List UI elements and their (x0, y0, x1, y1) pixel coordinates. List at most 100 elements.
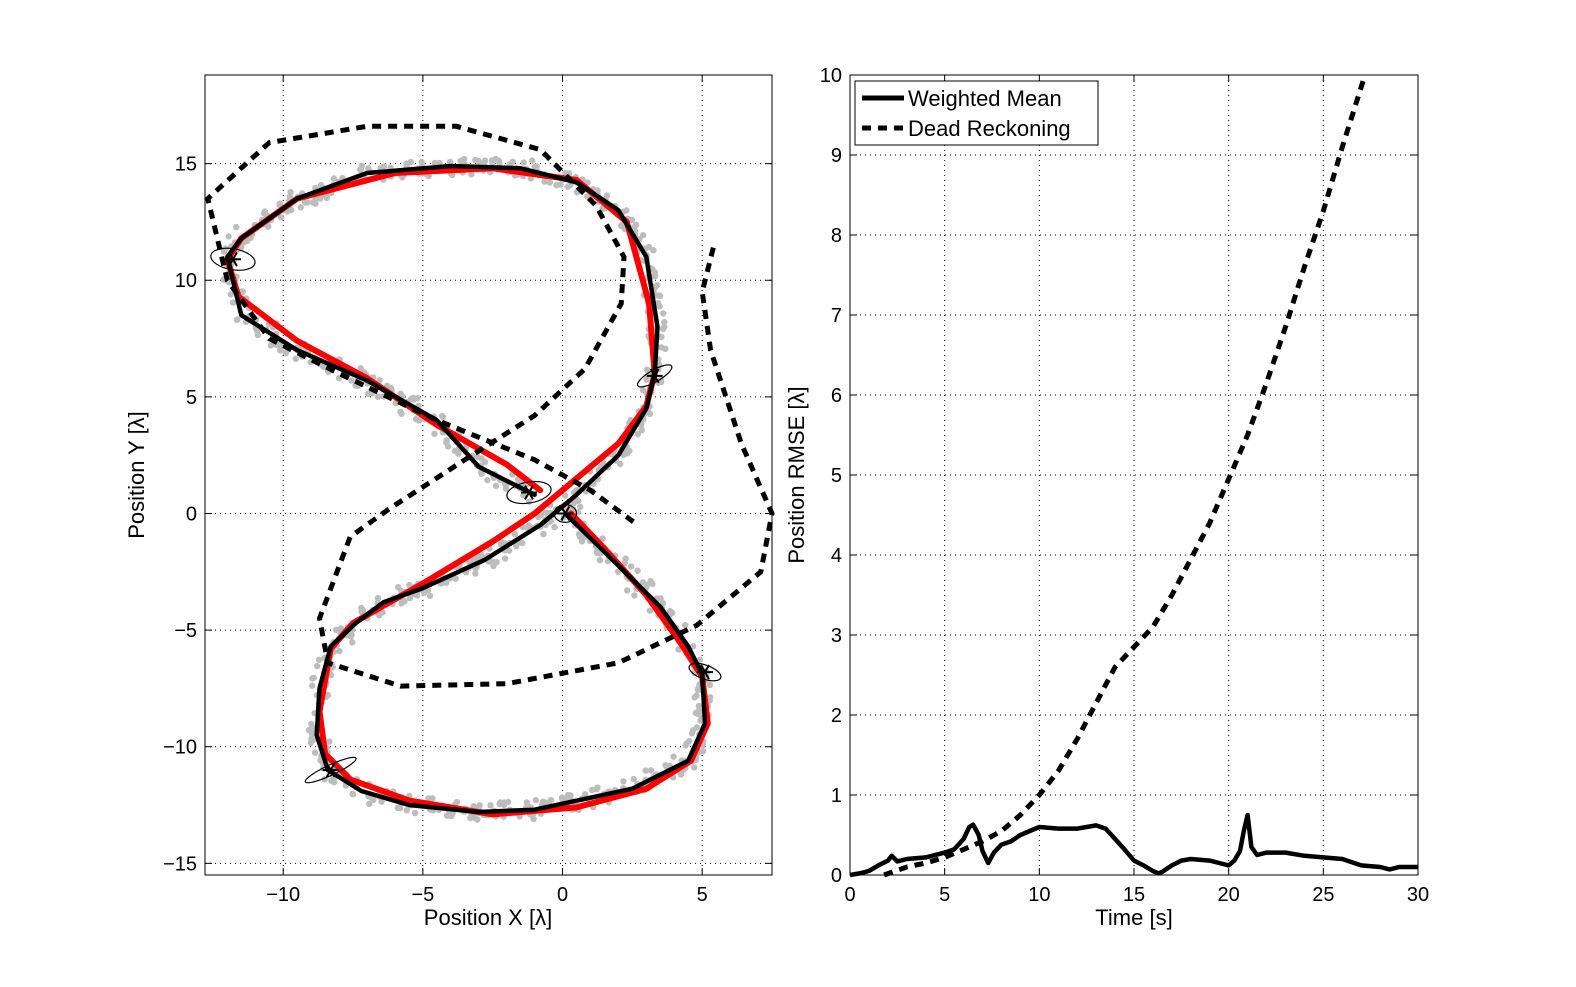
particle-point (623, 587, 631, 594)
particle-point (632, 221, 640, 228)
particle-point (277, 214, 285, 221)
uncertainty-ellipse-marker (506, 480, 552, 505)
particle-point (415, 417, 423, 424)
rmse-y-tick-label: 7 (831, 305, 842, 327)
particle-point (348, 631, 355, 638)
particle-point (647, 767, 655, 774)
rmse-y-tick-label: 3 (831, 625, 842, 647)
particle-point (309, 682, 316, 689)
rmse-x-tick-label: 0 (844, 884, 855, 906)
trajectory-y-tick-label: −10 (163, 737, 197, 759)
particle-point (443, 437, 450, 444)
particle-point (326, 738, 333, 745)
particle-point (497, 541, 504, 548)
particle-point (546, 179, 553, 186)
particle-point (631, 592, 638, 599)
particle-point (308, 720, 315, 728)
particle-point (261, 208, 269, 215)
particle-point (380, 163, 388, 170)
particle-point (220, 248, 228, 255)
particle-point (646, 607, 654, 614)
particle-point (541, 178, 548, 185)
particle-point (659, 325, 667, 333)
particle-point (476, 802, 483, 809)
particle-point (225, 233, 232, 240)
particle-point (650, 273, 657, 280)
particle-point (660, 310, 667, 317)
particle-point (310, 674, 317, 682)
particle-point (357, 166, 364, 173)
particle-point (320, 363, 327, 370)
particle-point (366, 800, 373, 807)
particle-point (695, 710, 702, 717)
particle-point (575, 531, 583, 538)
particle-point (656, 292, 664, 300)
particle-point (693, 724, 701, 731)
particle-point (315, 656, 323, 663)
trajectory-plot: −10 −5 0 5 −15 −10 −5 0 5 10 15 Position X [λ] Pos… (124, 74, 775, 930)
asterisk-marker-stroke (228, 251, 238, 267)
particle-point (472, 570, 479, 577)
trajectory-x-tick-label: 0 (557, 884, 568, 906)
particle-point (496, 160, 503, 167)
particle-point (695, 702, 703, 710)
rmse-y-tick-label: 0 (831, 865, 842, 887)
particle-point (314, 662, 321, 670)
particle-point (397, 408, 404, 415)
particle-point (639, 386, 646, 394)
particle-point (444, 443, 452, 450)
particle-point (685, 737, 693, 745)
particle-point (418, 158, 425, 166)
particle-point (234, 316, 241, 323)
particle-point (374, 393, 382, 400)
particle-point (324, 691, 332, 699)
particle-point (627, 563, 635, 570)
particle-point (596, 557, 604, 564)
particle-point (594, 784, 601, 791)
particle-point (639, 232, 647, 239)
particle-point (309, 730, 316, 737)
particle-point (529, 157, 536, 164)
particle-point (603, 192, 611, 199)
rmse-x-tick-label: 25 (1312, 884, 1334, 906)
particle-point (706, 681, 714, 689)
particle-point (288, 206, 295, 214)
particle-point (588, 786, 596, 794)
rmse-y-tick-label: 10 (820, 65, 842, 87)
particle-point (484, 476, 491, 484)
uncertainty-ellipse (506, 480, 552, 505)
particle-point (691, 764, 698, 771)
uncertainty-ellipse-marker (210, 247, 256, 271)
rmse-x-tick-label: 5 (939, 884, 950, 906)
rmse-y-axis-label: Position RMSE [λ] (784, 386, 809, 563)
particle-point (662, 345, 669, 352)
particle-point (675, 646, 682, 653)
particle-point (650, 247, 657, 254)
particle-point (365, 390, 372, 397)
trajectory-x-tick-label: −10 (266, 884, 300, 906)
particle-point (398, 600, 405, 607)
particle-point (349, 790, 356, 797)
rmse-y-tick-label: 1 (831, 785, 842, 807)
particle-point (407, 396, 415, 403)
particle-point (276, 200, 284, 207)
particle-point (511, 531, 518, 538)
particle-point (431, 430, 438, 437)
particle-point (553, 182, 560, 189)
rmse-x-tick-label: 30 (1407, 884, 1429, 906)
particle-point (403, 807, 410, 814)
rmse-y-tick-label: 2 (831, 705, 842, 727)
particle-point (227, 291, 234, 298)
rmse-plot: 0 5 10 15 20 25 30 0 1 2 3 4 5 6 7 8 9 10 Time [s] Positi… (784, 65, 1429, 930)
particle-point (630, 775, 637, 783)
particle-point (348, 377, 355, 384)
particle-point (488, 157, 496, 164)
particle-point (696, 656, 704, 663)
rmse-y-tick-label: 5 (831, 465, 842, 487)
particle-point (397, 390, 404, 397)
particle-point (540, 798, 547, 805)
particle-point (519, 539, 526, 547)
particle-point (564, 183, 571, 190)
particle-point (267, 342, 274, 349)
particle-point (492, 482, 500, 489)
